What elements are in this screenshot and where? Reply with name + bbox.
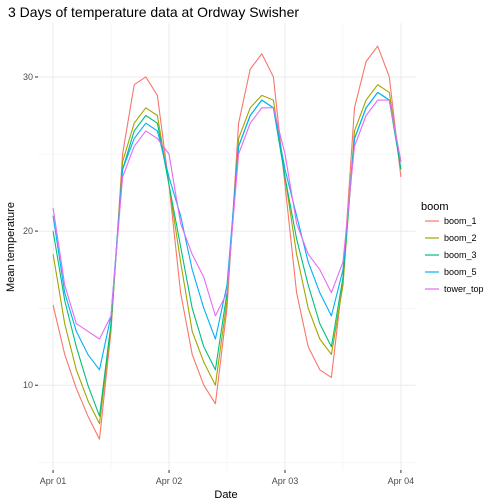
legend-label-boom_5: boom_5 (444, 267, 477, 277)
y-tick-label: 30 (23, 72, 33, 82)
legend-title: boom (421, 201, 449, 213)
legend-label-tower_top: tower_top (444, 284, 484, 294)
x-tick-label: Apr 02 (156, 476, 183, 486)
x-tick-label: Apr 03 (272, 476, 299, 486)
legend-label-boom_2: boom_2 (444, 233, 477, 243)
legend-label-boom_1: boom_1 (444, 216, 477, 226)
y-axis-title: Mean temperature (5, 202, 17, 292)
y-tick-label: 20 (23, 226, 33, 236)
legend: boom boom_1 boom_2 boom_3 boom_5 tower_top (421, 201, 484, 294)
x-tick-label: Apr 01 (40, 476, 67, 486)
legend-label-boom_3: boom_3 (444, 250, 477, 260)
chart-title: 3 Days of temperature data at Ordway Swi… (8, 4, 299, 20)
x-axis-title: Date (214, 489, 237, 501)
plot-area: Apr 01 Apr 02 Apr 03 Apr 04 10 20 30 (23, 23, 416, 486)
series-line-tower_top (52, 99, 402, 340)
y-tick-label: 10 (23, 380, 33, 390)
x-tick-label: Apr 04 (388, 476, 415, 486)
